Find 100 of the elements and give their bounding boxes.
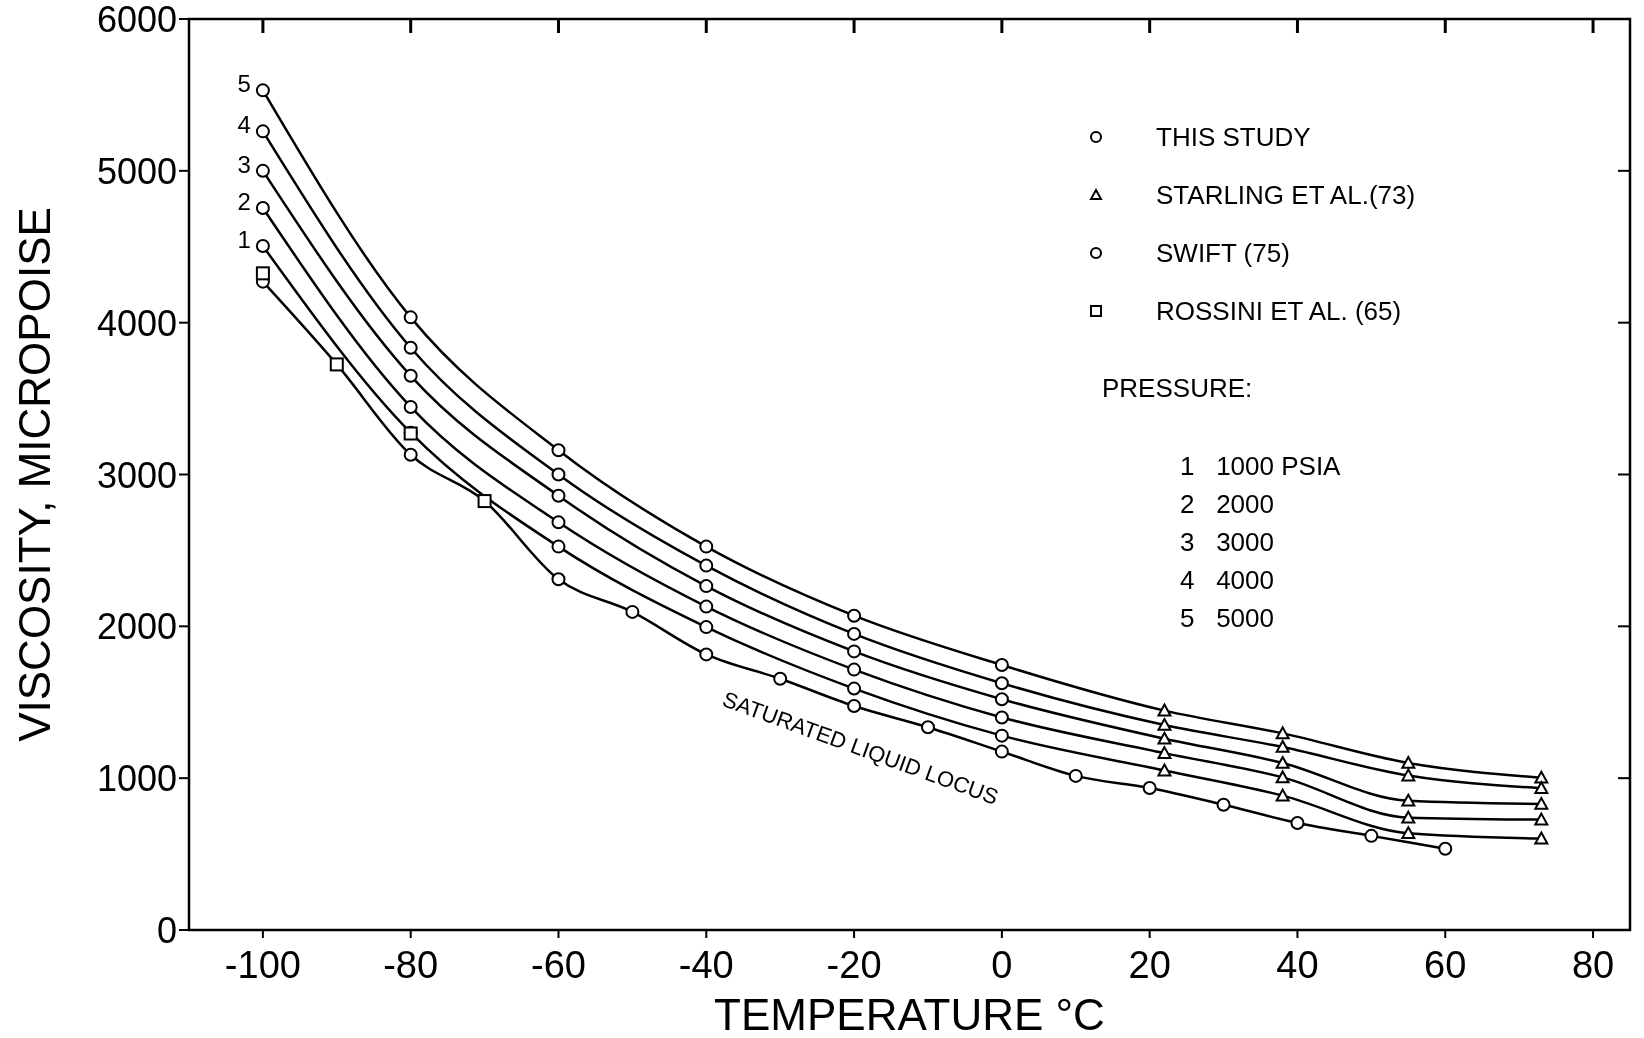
point <box>1438 841 1453 856</box>
point <box>994 658 1009 673</box>
x-tick-label: 80 <box>1571 944 1615 986</box>
point <box>847 626 862 641</box>
point <box>699 599 714 614</box>
y-tick-label: 6000 <box>96 0 177 40</box>
point <box>551 515 566 530</box>
point <box>1275 788 1290 802</box>
series-label: 3 <box>237 150 251 178</box>
point <box>1275 755 1290 769</box>
point <box>255 83 270 98</box>
point <box>699 647 714 662</box>
point <box>1534 770 1549 784</box>
point <box>920 720 935 735</box>
point <box>1534 781 1549 794</box>
point <box>1275 740 1290 753</box>
point <box>994 710 1009 725</box>
legend-label: SWIFT (75) <box>1156 238 1290 268</box>
series-label: 5 <box>237 70 251 98</box>
x-tick-label: 40 <box>1276 944 1319 986</box>
x-tick-label: -40 <box>678 944 734 986</box>
x-tick-label: 0 <box>991 944 1013 986</box>
point <box>255 266 270 281</box>
point <box>1157 718 1172 731</box>
x-tick-label: -100 <box>224 944 301 986</box>
x-tick-label: 60 <box>1424 944 1467 986</box>
point <box>1157 746 1172 759</box>
point <box>1534 831 1549 845</box>
point <box>551 488 566 503</box>
point <box>1401 826 1416 840</box>
point <box>403 368 418 383</box>
y-tick-label: 5000 <box>96 150 177 192</box>
x-tick-label: 20 <box>1128 944 1171 986</box>
point <box>1401 810 1416 824</box>
point <box>255 238 270 253</box>
annotation: PRESSURE: <box>1102 373 1253 403</box>
x-axis-title: TEMPERATURE °C <box>714 990 1105 1038</box>
y-tick-label: 0 <box>156 910 177 951</box>
point <box>551 572 566 587</box>
point <box>1142 781 1157 796</box>
legend-label: THIS STUDY <box>1156 122 1311 152</box>
point <box>1068 768 1083 783</box>
point <box>1275 726 1290 740</box>
series-label: 4 <box>237 111 251 139</box>
point <box>551 467 566 482</box>
point <box>994 676 1009 691</box>
point <box>403 399 418 414</box>
point <box>994 728 1009 743</box>
point <box>1157 703 1172 717</box>
point <box>994 692 1009 707</box>
y-tick-label: 4000 <box>96 302 177 344</box>
point <box>255 201 270 216</box>
point <box>403 310 418 325</box>
annotation: 3 3000 <box>1180 527 1274 557</box>
point <box>773 671 788 686</box>
point <box>1275 770 1290 784</box>
point <box>1157 763 1172 777</box>
point <box>625 604 640 619</box>
point <box>847 662 862 677</box>
y-tick-label: 2000 <box>96 606 177 648</box>
x-tick-label: -60 <box>531 944 586 986</box>
annotation: 1 1000 PSIA <box>1180 451 1342 481</box>
point <box>699 558 714 573</box>
y-tick-label: 1000 <box>96 758 177 800</box>
point <box>847 699 862 714</box>
point <box>699 579 714 594</box>
annotation: 5 5000 <box>1180 603 1274 633</box>
point <box>551 539 566 554</box>
legend-label: STARLING ET AL.(73) <box>1156 180 1416 210</box>
annotation: 4 4000 <box>1180 565 1274 595</box>
y-tick-label: 3000 <box>96 454 177 496</box>
point <box>1290 815 1305 830</box>
point <box>403 340 418 355</box>
series-label: 2 <box>237 188 251 216</box>
point <box>1401 755 1416 769</box>
point <box>329 357 344 372</box>
point <box>1401 793 1416 807</box>
point <box>1364 828 1379 843</box>
x-tick-label: -80 <box>383 944 439 986</box>
point <box>255 124 270 139</box>
point <box>699 539 714 554</box>
point <box>551 443 566 458</box>
point <box>1534 812 1549 826</box>
point <box>1534 796 1549 810</box>
point <box>994 744 1009 759</box>
annotation: 2 2000 <box>1180 489 1274 519</box>
point <box>847 681 862 696</box>
point <box>699 620 714 635</box>
series-label: 1 <box>237 225 251 253</box>
point <box>847 608 862 623</box>
point <box>1401 768 1416 782</box>
x-tick-label: -20 <box>826 944 882 986</box>
legend-label: ROSSINI ET AL. (65) <box>1156 296 1402 326</box>
point <box>1216 797 1231 812</box>
y-axis-title: VISCOSITY, MICROPOISE <box>10 207 59 742</box>
point <box>403 447 418 462</box>
point <box>1157 731 1172 745</box>
point <box>847 644 862 659</box>
point <box>255 163 270 178</box>
point <box>477 494 492 509</box>
